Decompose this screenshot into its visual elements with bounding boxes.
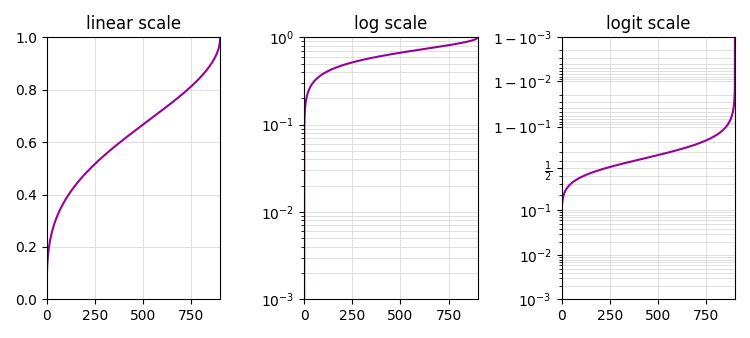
Title: linear scale: linear scale (86, 15, 181, 33)
Title: log scale: log scale (354, 15, 428, 33)
Title: logit scale: logit scale (606, 15, 691, 33)
